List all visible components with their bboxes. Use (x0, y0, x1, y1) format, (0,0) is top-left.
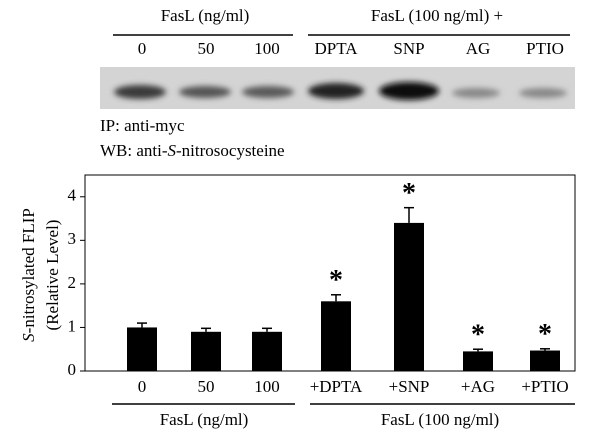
x-tick-label: +PTIO (521, 377, 568, 396)
significance-mark: * (329, 265, 343, 296)
y-label-part: S (19, 333, 38, 342)
x-group-label: FasL (100 ng/ml) (381, 410, 499, 429)
x-tick-label: 0 (138, 377, 147, 396)
lane-label: PTIO (526, 39, 564, 58)
lane-labels: 0 50 100 DPTA SNP AG PTIO (138, 39, 564, 58)
lane-label: SNP (393, 39, 424, 58)
wb-label-part: S (168, 141, 177, 160)
bar (321, 301, 351, 371)
lane-label: 100 (254, 39, 280, 58)
bar (463, 351, 493, 371)
lane-label: DPTA (314, 39, 358, 58)
blot-bands (114, 82, 567, 100)
x-group-label: FasL (ng/ml) (160, 410, 249, 429)
x-tick-label: +SNP (389, 377, 430, 396)
lane-label: 50 (198, 39, 215, 58)
x-tick-label: 50 (198, 377, 215, 396)
bar (530, 350, 560, 371)
y-tick-label: 3 (68, 229, 77, 248)
wb-label-part: WB: anti- (100, 141, 168, 160)
y-tick-label: 4 (68, 186, 77, 205)
ip-label: IP: anti-myc (100, 116, 185, 135)
x-tick-label: +AG (461, 377, 495, 396)
y-tick-label: 0 (68, 360, 77, 379)
x-tick-label: 100 (254, 377, 280, 396)
blot-group-label: FasL (ng/ml) (161, 6, 250, 25)
lane-label: AG (466, 39, 491, 58)
y-axis-label: S-nitrosylated FLIP (19, 208, 38, 342)
significance-mark: * (402, 178, 416, 209)
bar (252, 331, 282, 371)
y-axis-label: (Relative Level) (43, 220, 62, 331)
significance-mark: * (538, 319, 552, 350)
y-tick-label: 1 (68, 316, 77, 335)
y-label-part: -nitrosylated FLIP (19, 208, 38, 333)
significance-mark: * (471, 320, 485, 351)
y-tick-label: 2 (68, 273, 77, 292)
bar (394, 222, 424, 371)
wb-label-part: -nitrosocysteine (176, 141, 285, 160)
bar (191, 331, 221, 371)
lane-label: 0 (138, 39, 147, 58)
blot-group-label: FasL (100 ng/ml) + (371, 6, 503, 25)
x-tick-label: +DPTA (310, 377, 363, 396)
bar (127, 327, 157, 371)
wb-label: WB: anti-S-nitrosocysteine (100, 141, 285, 160)
